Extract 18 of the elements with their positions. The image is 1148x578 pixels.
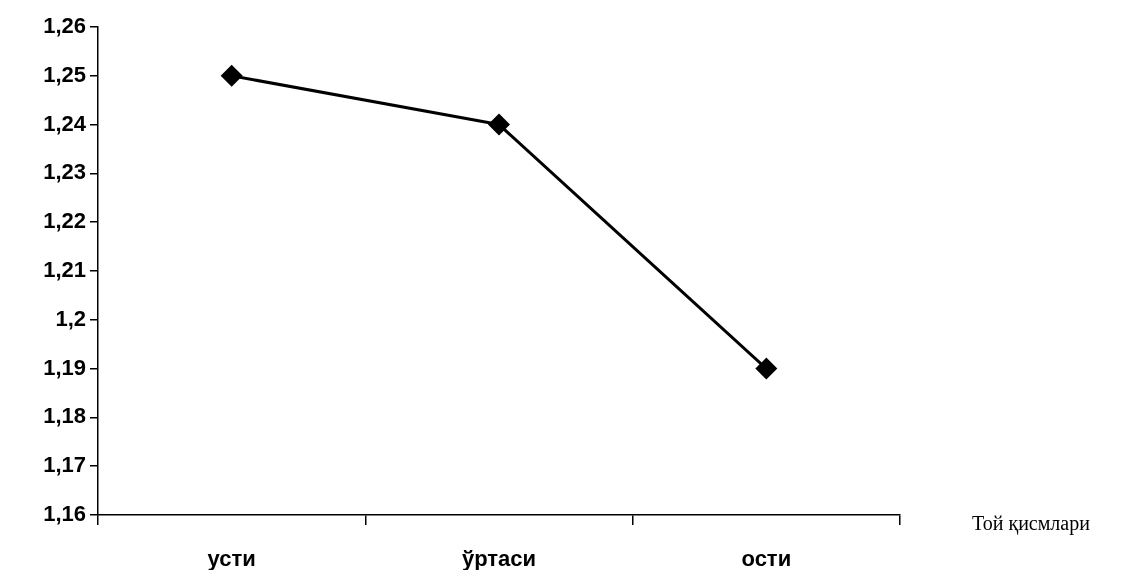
y-tick-label: 1,24 [43,110,87,136]
y-tick-label: 1,25 [43,61,86,87]
x-tick-label: усти [207,546,256,572]
y-tick-label: 1,16 [43,501,86,527]
y-tick-label: 1,19 [43,354,86,380]
x-tick-label: ўртаси [461,546,537,572]
point [488,113,510,136]
y-tick-label: 1,2 [55,305,86,331]
y-tick-label: 1,18 [43,403,86,429]
y-tick-label: 1,23 [43,159,86,185]
y-tick-label: 1,26 [43,13,86,39]
x-axis-title: Той қисмлари [972,512,1091,536]
x-tick-label: ости [741,546,792,572]
y-tick-label: 1,22 [43,208,86,234]
point [755,357,778,380]
y-tick-label: 1,17 [43,452,86,478]
point [220,64,243,87]
y-tick-label: 1,21 [43,257,86,283]
